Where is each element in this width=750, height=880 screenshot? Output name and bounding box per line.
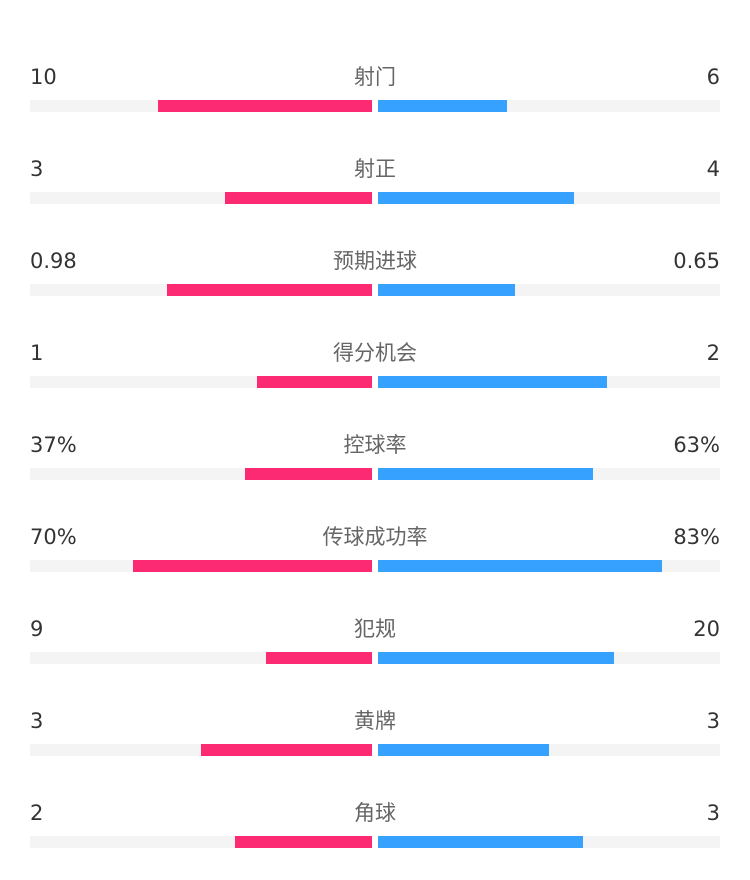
home-value: 37% xyxy=(30,433,77,457)
home-bar-fill xyxy=(257,376,372,388)
stat-label: 犯规 xyxy=(354,617,396,641)
home-bar-track xyxy=(30,652,372,664)
stat-row: 9 犯规 20 xyxy=(0,603,750,695)
stat-row: 10 射门 6 xyxy=(0,51,750,143)
home-value: 3 xyxy=(30,157,44,181)
home-value: 70% xyxy=(30,525,77,549)
away-value: 4 xyxy=(706,157,720,181)
home-value: 3 xyxy=(30,709,44,733)
home-value: 10 xyxy=(30,65,57,89)
home-value: 9 xyxy=(30,617,44,641)
stat-label: 控球率 xyxy=(343,433,407,457)
away-bar-track xyxy=(378,376,720,388)
away-value: 20 xyxy=(693,617,720,641)
away-bar-track xyxy=(378,284,720,296)
home-bar-fill xyxy=(132,560,372,572)
home-bar-track xyxy=(30,560,372,572)
stat-label: 预期进球 xyxy=(333,249,417,273)
away-value: 0.65 xyxy=(673,249,720,273)
stat-label: 传球成功率 xyxy=(322,525,428,549)
away-bar-track xyxy=(378,192,720,204)
home-bar-fill xyxy=(201,744,372,756)
away-value: 2 xyxy=(706,341,720,365)
home-bar-fill xyxy=(245,468,372,480)
away-bar-fill xyxy=(378,468,594,480)
away-bar-fill xyxy=(378,652,614,664)
home-bar-fill xyxy=(265,652,372,664)
home-bar-track xyxy=(30,376,372,388)
away-bar-track xyxy=(378,560,720,572)
away-bar-track xyxy=(378,468,720,480)
away-value: 83% xyxy=(673,525,720,549)
stat-label: 射正 xyxy=(354,157,396,181)
stat-label: 黄牌 xyxy=(354,709,396,733)
away-bar-fill xyxy=(378,100,507,112)
stat-row: 3 射正 4 xyxy=(0,143,750,235)
away-value: 6 xyxy=(706,65,720,89)
away-value: 3 xyxy=(706,709,720,733)
stat-label: 得分机会 xyxy=(333,341,417,365)
away-bar-fill xyxy=(378,376,608,388)
stat-row: 0.98 预期进球 0.65 xyxy=(0,235,750,327)
stat-row: 37% 控球率 63% xyxy=(0,419,750,511)
away-bar-fill xyxy=(378,284,515,296)
away-bar-fill xyxy=(378,744,549,756)
away-bar-track xyxy=(378,100,720,112)
away-bar-track xyxy=(378,652,720,664)
home-bar-track xyxy=(30,836,372,848)
home-value: 0.98 xyxy=(30,249,77,273)
stat-row: 70% 传球成功率 83% xyxy=(0,511,750,603)
home-bar-track xyxy=(30,284,372,296)
home-bar-fill xyxy=(157,100,372,112)
stat-row: 3 黄牌 3 xyxy=(0,695,750,787)
home-bar-track xyxy=(30,192,372,204)
home-bar-fill xyxy=(224,192,372,204)
away-bar-fill xyxy=(378,560,662,572)
away-bar-fill xyxy=(378,836,584,848)
stat-label: 射门 xyxy=(354,65,396,89)
away-bar-fill xyxy=(378,192,574,204)
away-value: 63% xyxy=(673,433,720,457)
away-bar-track xyxy=(378,744,720,756)
stat-label: 角球 xyxy=(354,801,396,825)
home-bar-track xyxy=(30,100,372,112)
stat-row: 1 得分机会 2 xyxy=(0,327,750,419)
home-value: 2 xyxy=(30,801,44,825)
home-bar-fill xyxy=(166,284,372,296)
home-bar-track xyxy=(30,744,372,756)
away-value: 3 xyxy=(706,801,720,825)
home-bar-fill xyxy=(235,836,372,848)
stat-row: 2 角球 3 xyxy=(0,787,750,879)
away-bar-track xyxy=(378,836,720,848)
home-value: 1 xyxy=(30,341,44,365)
home-bar-track xyxy=(30,468,372,480)
